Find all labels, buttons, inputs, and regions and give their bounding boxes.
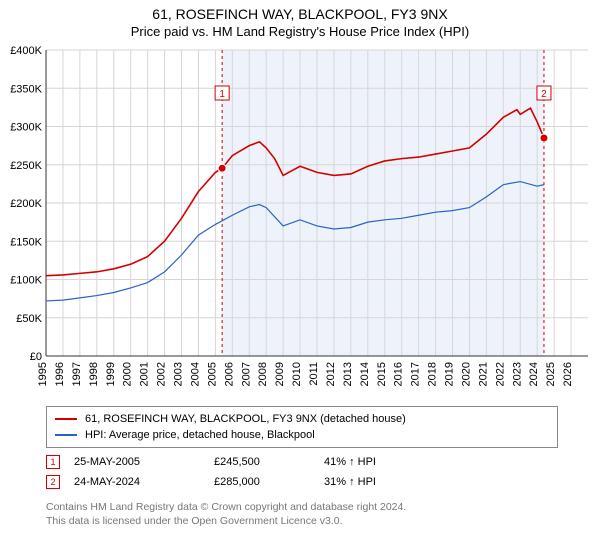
xtick-label: 2013 xyxy=(342,362,354,386)
xtick-label: 2006 xyxy=(223,362,235,386)
transaction-price: £245,500 xyxy=(214,452,324,472)
transaction-date: 24-MAY-2024 xyxy=(74,472,214,492)
xtick-label: 2019 xyxy=(444,362,456,386)
xtick-label: 2017 xyxy=(410,362,422,386)
ytick-label: £300K xyxy=(10,122,42,134)
transaction-row: 1 25-MAY-2005 £245,500 41% ↑ HPI xyxy=(46,452,434,472)
ytick-label: £150K xyxy=(10,236,42,248)
footer: Contains HM Land Registry data © Crown c… xyxy=(46,500,406,528)
transaction-price: £285,000 xyxy=(214,472,324,492)
page-subtitle: Price paid vs. HM Land Registry's House … xyxy=(0,24,600,39)
ytick-label: £350K xyxy=(10,83,42,95)
xtick-label: 2003 xyxy=(173,362,185,386)
transaction-marker-icon: 2 xyxy=(46,475,60,489)
xtick-label: 2010 xyxy=(291,362,303,386)
sale-marker-icon xyxy=(218,164,226,172)
xtick-label: 2015 xyxy=(376,362,388,386)
legend-swatch-property xyxy=(55,418,77,420)
xtick-label: 2023 xyxy=(511,362,523,386)
xtick-label: 1997 xyxy=(71,362,83,386)
xtick-label: 1999 xyxy=(105,362,117,386)
xtick-label: 2002 xyxy=(156,362,168,386)
xtick-label: 2018 xyxy=(427,362,439,386)
ref-marker-label: 1 xyxy=(219,89,225,100)
title-block: 61, ROSEFINCH WAY, BLACKPOOL, FY3 9NX Pr… xyxy=(0,0,600,39)
xtick-label: 2021 xyxy=(477,362,489,386)
ytick-label: £0 xyxy=(30,351,42,363)
transaction-list: 1 25-MAY-2005 £245,500 41% ↑ HPI 2 24-MA… xyxy=(46,452,434,492)
transaction-date: 25-MAY-2005 xyxy=(74,452,214,472)
transaction-pct: 41% ↑ HPI xyxy=(324,452,434,472)
legend-label: HPI: Average price, detached house, Blac… xyxy=(85,429,315,441)
legend-item: HPI: Average price, detached house, Blac… xyxy=(55,427,549,443)
xtick-label: 1995 xyxy=(37,362,49,386)
chart: £0 £50K £100K £150K £200K £250K £300K £350K £400… xyxy=(0,44,600,402)
legend-swatch-hpi xyxy=(55,434,77,436)
transaction-number: 1 xyxy=(50,452,55,472)
transaction-row: 2 24-MAY-2024 £285,000 31% ↑ HPI xyxy=(46,472,434,492)
xtick-label: 2024 xyxy=(528,362,540,386)
xtick-label: 2016 xyxy=(393,362,405,386)
xtick-label: 1996 xyxy=(54,362,66,386)
transaction-number: 2 xyxy=(50,472,55,492)
ref-marker-label: 2 xyxy=(541,89,547,100)
page-title: 61, ROSEFINCH WAY, BLACKPOOL, FY3 9NX xyxy=(0,6,600,22)
xtick-label: 2001 xyxy=(139,362,151,386)
xtick-label: 2004 xyxy=(189,362,201,386)
xtick-label: 2026 xyxy=(562,362,574,386)
legend-label: 61, ROSEFINCH WAY, BLACKPOOL, FY3 9NX (d… xyxy=(85,413,406,425)
xtick-label: 2007 xyxy=(240,362,252,386)
transaction-marker-icon: 1 xyxy=(46,455,60,469)
ytick-label: £50K xyxy=(16,313,42,325)
xtick-label: 2009 xyxy=(274,362,286,386)
footer-line: Contains HM Land Registry data © Crown c… xyxy=(46,500,406,514)
chart-svg: £0 £50K £100K £150K £200K £250K £300K £350K £400… xyxy=(0,44,600,402)
xtick-label: 2014 xyxy=(359,362,371,386)
sale-marker-icon xyxy=(540,134,548,142)
ytick-label: £100K xyxy=(10,275,42,287)
xtick-label: 2025 xyxy=(545,362,557,386)
xtick-label: 2008 xyxy=(257,362,269,386)
legend-item: 61, ROSEFINCH WAY, BLACKPOOL, FY3 9NX (d… xyxy=(55,411,549,427)
legend: 61, ROSEFINCH WAY, BLACKPOOL, FY3 9NX (d… xyxy=(46,406,558,448)
xtick-label: 2020 xyxy=(460,362,472,386)
xtick-label: 2011 xyxy=(308,362,320,386)
xtick-label: 2005 xyxy=(206,362,218,386)
xtick-label: 1998 xyxy=(88,362,100,386)
footer-line: This data is licensed under the Open Gov… xyxy=(46,514,406,528)
ytick-label: £400K xyxy=(10,45,42,57)
xtick-label: 2022 xyxy=(494,362,506,386)
ytick-label: £200K xyxy=(10,198,42,210)
ytick-label: £250K xyxy=(10,160,42,172)
xtick-label: 2000 xyxy=(122,362,134,386)
xtick-label: 2012 xyxy=(325,362,337,386)
transaction-pct: 31% ↑ HPI xyxy=(324,472,434,492)
